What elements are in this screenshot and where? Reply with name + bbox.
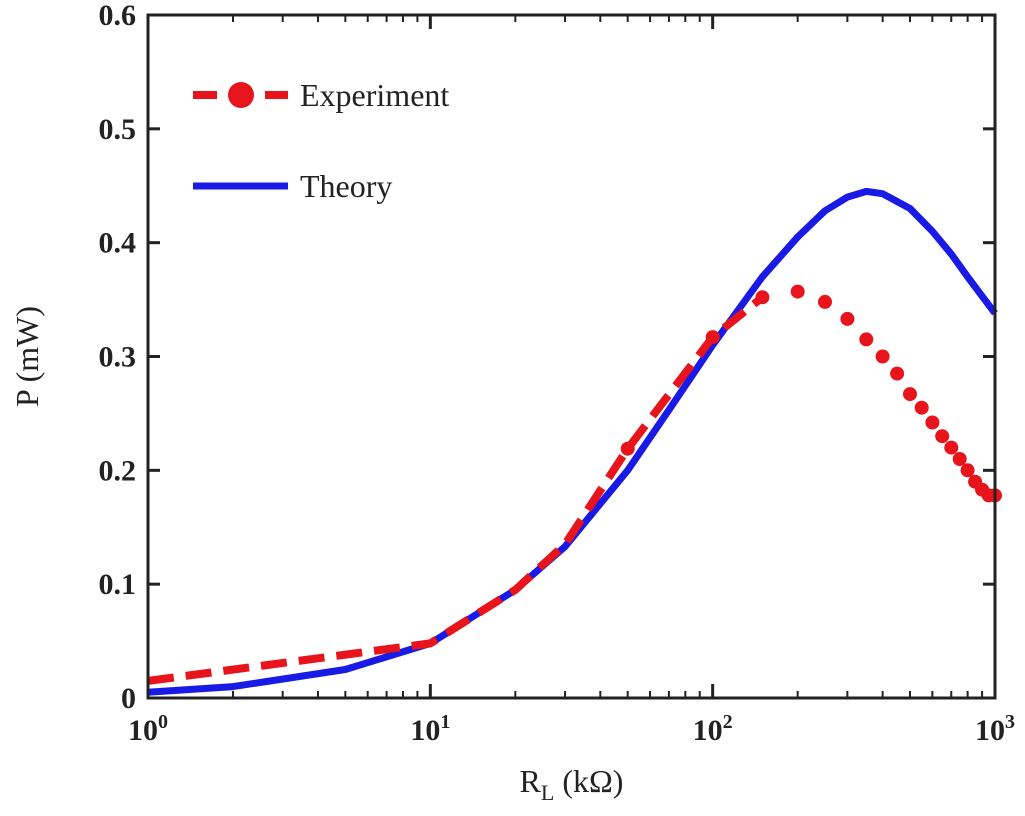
experiment-point	[875, 349, 890, 364]
x-tick-label: 101	[410, 711, 450, 747]
legend: Experiment Theory	[193, 77, 449, 204]
y-tick-label: 0.3	[99, 341, 137, 374]
experiment-point	[840, 311, 855, 326]
experiment-point	[705, 330, 720, 345]
x-axis-label-main: R	[520, 763, 542, 799]
series-layer	[147, 187, 1002, 696]
x-axis-label-unit: (kΩ)	[554, 763, 623, 799]
tick-layer: 0 0.1 0.2 0.3 0.4 0.5 0.6 100 101 102 103	[99, 0, 1016, 747]
experiment-point	[914, 400, 929, 415]
x-axis-label: RL (kΩ)	[520, 763, 624, 805]
y-tick-label: 0.2	[99, 454, 137, 487]
experiment-point	[859, 332, 874, 347]
experiment-point	[790, 284, 805, 299]
experiment-point	[960, 463, 975, 478]
experiment-point	[952, 452, 967, 466]
theory-line	[147, 187, 998, 696]
legend-experiment-label: Experiment	[300, 77, 449, 113]
experiment-line	[147, 294, 765, 685]
experiment-point	[620, 441, 635, 456]
x-tick-label: 100	[128, 711, 168, 747]
legend-experiment-marker	[228, 82, 254, 108]
x-tick-label: 103	[975, 711, 1015, 747]
y-tick-label: 0.4	[99, 227, 137, 260]
experiment-point	[935, 429, 950, 444]
experiment-point	[944, 440, 959, 455]
experiment-point	[818, 294, 832, 309]
y-tick-label: 0	[121, 682, 136, 715]
y-tick-label: 0.6	[99, 0, 137, 32]
experiment-point	[925, 415, 940, 430]
legend-theory-label: Theory	[300, 168, 392, 204]
experiment-point	[903, 387, 917, 402]
y-tick-label: 0.1	[99, 568, 137, 601]
y-tick-label: 0.5	[99, 113, 137, 146]
x-tick-label: 102	[693, 711, 733, 747]
plot-frame	[146, 13, 997, 700]
experiment-point	[890, 366, 905, 381]
experiment-point	[755, 290, 770, 305]
x-axis-label-sub: L	[541, 780, 554, 805]
y-axis-label: P (mW)	[9, 306, 45, 407]
